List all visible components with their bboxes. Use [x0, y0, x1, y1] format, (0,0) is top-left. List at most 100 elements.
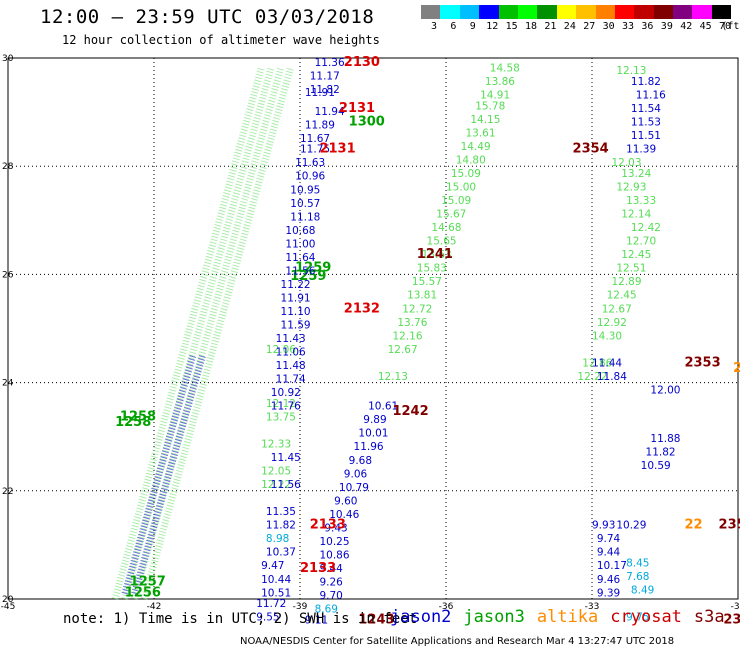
x-tick-label: -39: [293, 602, 308, 612]
data-point-label: 1258: [120, 409, 156, 424]
data-point-label: 10.96: [295, 171, 325, 183]
track-line: [121, 67, 275, 600]
data-point-label: 10.92: [271, 387, 301, 399]
chart-subtitle: 12 hour collection of altimeter wave hei…: [62, 33, 380, 47]
data-point-label: 2353: [684, 355, 720, 370]
data-point-label: 9.26: [319, 576, 343, 588]
data-point-label: 15.65: [427, 236, 457, 248]
data-point-label: 8.98: [266, 533, 289, 545]
data-point-label: 14.80: [456, 154, 486, 166]
data-point-label: 11.82: [310, 84, 340, 96]
data-point-label: 20: [733, 361, 740, 376]
data-point-label: 9.89: [363, 414, 386, 426]
data-point-label: 11.39: [626, 144, 656, 156]
colorbar-label: 70: [719, 21, 732, 32]
x-tick-label: -42: [147, 602, 162, 612]
data-point-label: 15.67: [436, 209, 466, 221]
colorbar-swatch: [595, 5, 615, 19]
data-point-label: 12.92: [597, 317, 627, 329]
data-point-label: 9.44: [319, 563, 343, 575]
colorbar-label: 42: [680, 21, 693, 32]
colorbar-label: 6: [450, 21, 457, 32]
data-point-label: 9.60: [334, 495, 357, 507]
x-tick-label: -33: [585, 602, 600, 612]
data-point-label: 12.51: [616, 263, 646, 275]
data-point-label: 11.74: [276, 374, 306, 386]
data-point-label: 10.01: [358, 428, 388, 440]
data-point-label: 11.63: [295, 157, 325, 169]
data-point-label: 11.54: [631, 103, 661, 115]
data-point-label: 9.43: [324, 522, 347, 534]
colorbar: [421, 5, 732, 19]
colorbar-label: 12: [486, 21, 499, 32]
data-point-label: 12.13: [616, 65, 646, 77]
colorbar-label: 24: [563, 21, 576, 32]
data-point-label: 12.86: [582, 357, 612, 369]
data-point-label: 12.13: [378, 371, 408, 383]
data-point-label: 12.45: [621, 249, 651, 261]
data-point-label: 13.81: [407, 290, 437, 302]
data-point-label: 14.30: [592, 330, 622, 342]
data-point-label: 1259: [295, 261, 331, 276]
data-point-label: 12.16: [392, 330, 422, 342]
data-point-label: 11.82: [646, 447, 676, 459]
data-point-label: 1241: [417, 247, 453, 262]
chart-title: 12:00 — 23:59 UTC 03/03/2018: [40, 6, 375, 28]
colorbar-swatch: [537, 5, 557, 19]
y-tick-label: 20: [2, 595, 14, 605]
data-point-label: 15.57: [412, 276, 442, 288]
colorbar-swatch: [576, 5, 596, 19]
data-point-label: 9.55: [256, 612, 279, 624]
data-point-label: 11.75: [300, 144, 330, 156]
data-point-label: 1256: [125, 585, 161, 600]
data-point-label: 10.57: [290, 198, 320, 210]
data-point-label: 12.06: [266, 344, 296, 356]
data-point-label: 2130: [344, 55, 380, 70]
data-point-label: 9.70: [319, 590, 342, 602]
data-point-label: 9.46: [597, 574, 621, 586]
data-point-label: 9.11: [305, 614, 328, 626]
data-point-label: 11.36: [315, 57, 345, 69]
data-point-label: 10.86: [319, 549, 349, 561]
data-point-label: 14.91: [480, 90, 510, 102]
data-point-label: 9.93: [592, 520, 615, 532]
data-point-label: 12.42: [631, 222, 661, 234]
colorbar-label: 36: [641, 21, 654, 32]
data-point-label: 11.88: [650, 433, 680, 445]
credit-text: NOAA/NESDIS Center for Satellite Applica…: [240, 636, 675, 647]
data-point-label: 14.58: [490, 63, 520, 75]
data-point-label: 11.43: [276, 333, 306, 345]
colorbar-label: 30: [602, 21, 615, 32]
data-point-label: 12.70: [626, 236, 656, 248]
data-point-label: 2133: [310, 518, 346, 533]
data-point-label: 11.96: [354, 441, 384, 453]
data-point-label: 11.53: [631, 117, 661, 129]
data-point-label: 12.12: [266, 398, 296, 410]
data-point-label: 1242: [392, 404, 428, 419]
data-point-label: 235: [723, 612, 740, 627]
data-point-label: 12.89: [611, 276, 641, 288]
data-point-label: 14.68: [431, 222, 461, 234]
data-point-label: 2131: [319, 142, 355, 157]
data-point-label: 1257: [130, 574, 166, 589]
colorbar-swatch: [498, 5, 518, 19]
data-point-label: 11.64: [285, 252, 315, 264]
data-point-label: 12.72: [402, 303, 432, 315]
data-point-label: 13.76: [397, 317, 427, 329]
y-tick-label: 26: [2, 270, 14, 280]
data-point-label: 10.25: [319, 536, 349, 548]
data-point-label: 1259: [290, 269, 326, 284]
data-point-label: 11.48: [276, 360, 306, 372]
colorbar-swatch: [634, 5, 654, 19]
data-point-label: 10.95: [290, 184, 320, 196]
data-point-label: 9.47: [261, 560, 284, 572]
track-line: [121, 354, 197, 595]
data-point-label: 10.61: [368, 401, 398, 413]
colorbar-label: 45: [699, 21, 712, 32]
data-point-label: 10.37: [266, 547, 296, 559]
data-point-label: 12.22: [261, 479, 291, 491]
data-point-label: 1300: [349, 115, 385, 130]
data-point-label: 11.44: [592, 357, 622, 369]
colorbar-swatch: [556, 5, 577, 19]
